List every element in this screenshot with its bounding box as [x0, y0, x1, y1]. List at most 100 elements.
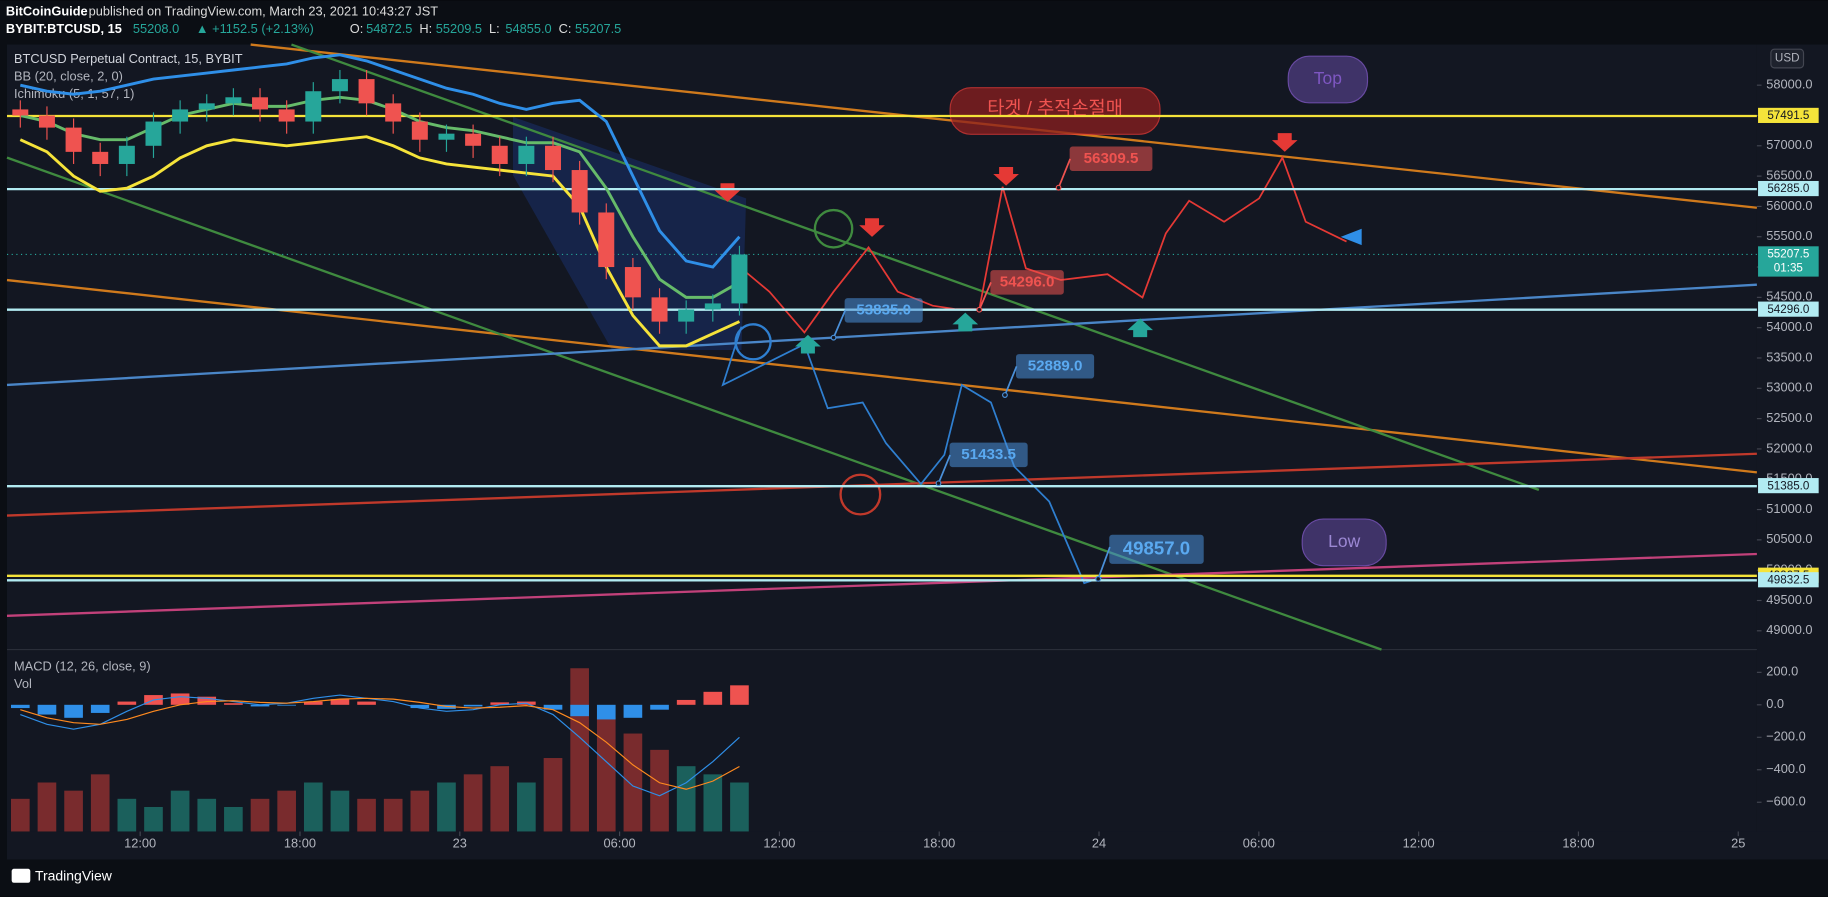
y-tick-label: −400.0	[1766, 761, 1806, 776]
volume-bar	[543, 758, 563, 832]
currency: USD	[1775, 52, 1800, 65]
icon	[813, 208, 854, 249]
macd-histogram	[357, 701, 376, 705]
candle-body	[252, 97, 269, 110]
price-label: 49832.5	[1767, 573, 1809, 586]
symbol: BYBIT:BTCUSD, 15	[6, 21, 122, 36]
price-label: 51385.0	[1767, 479, 1810, 492]
volume-bar	[410, 790, 430, 832]
volume-bar	[490, 766, 510, 832]
macd-histogram	[10, 704, 30, 709]
callout-point	[830, 334, 837, 341]
ohlc-label: C:	[559, 21, 572, 36]
callout-pointer	[937, 454, 951, 484]
y-tick-label: 56500.0	[1766, 167, 1812, 182]
price-label: 55207.5	[1767, 248, 1809, 261]
candle-body	[145, 121, 162, 146]
ohlc-label: L:	[489, 21, 500, 36]
indicator-line	[19, 95, 741, 299]
countdown: 01:35	[1774, 262, 1803, 275]
chart-title: BTCUSD Perpetual Contract, 15, BYBIT	[14, 51, 243, 66]
price: 55208.0	[133, 21, 179, 36]
candle-body	[92, 151, 109, 164]
volume-bar	[596, 717, 616, 832]
candle-body	[118, 145, 135, 164]
callout-box	[1109, 534, 1204, 564]
publisher: BitCoinGuide	[6, 3, 88, 18]
candle-body	[411, 121, 428, 140]
y-tick-label: 52500.0	[1766, 410, 1812, 425]
logo	[11, 868, 31, 883]
candle-body	[65, 127, 82, 152]
macd-histogram	[330, 699, 350, 705]
volume-bar	[463, 774, 483, 832]
arrows	[714, 133, 1362, 354]
y-tick-label: 56000.0	[1766, 198, 1812, 213]
ohlc-value: 54855.0	[505, 21, 551, 36]
ohlc-value: 55207.5	[575, 21, 621, 36]
candle-body	[225, 97, 242, 104]
trendline	[6, 283, 1757, 387]
trendline	[6, 278, 1758, 474]
callout-box	[844, 298, 923, 323]
callout-label: 52889.0	[1028, 357, 1083, 374]
volume-bar	[10, 798, 30, 832]
change: ▲ +1152.5 (+2.13%)	[196, 21, 314, 36]
macd-histogram	[170, 693, 190, 705]
macd-histogram	[623, 704, 643, 718]
callout-point	[976, 306, 983, 313]
y-tick-label: 0.0	[1766, 696, 1784, 711]
macd-line	[20, 694, 740, 797]
callout-pointer	[832, 310, 847, 339]
macd-histogram	[303, 701, 323, 705]
candle-body	[198, 103, 215, 110]
icon	[734, 323, 772, 361]
price-label-box	[1758, 478, 1819, 494]
callout-box	[990, 270, 1064, 295]
candle-body	[624, 267, 641, 298]
callout-pointer	[1057, 158, 1072, 188]
callout-label: 51433.5	[961, 446, 1016, 463]
callout-point	[1055, 184, 1062, 191]
volume-bar	[703, 774, 723, 832]
macd-histogram	[570, 704, 589, 717]
macd-histogram	[650, 704, 669, 710]
candle-body	[571, 170, 588, 213]
trendline	[6, 452, 1757, 517]
macd-histogram	[703, 691, 723, 705]
price-label-box	[1758, 572, 1819, 588]
macd-histogram	[543, 704, 563, 710]
arrow	[1127, 318, 1153, 338]
y-tick-label: 53500.0	[1766, 349, 1812, 364]
macd-histogram	[197, 696, 217, 705]
candle-body	[358, 79, 375, 104]
y-tick-label: 50500.0	[1766, 531, 1812, 546]
volume-bar	[650, 749, 669, 832]
published: published on TradingView.com, March 23, …	[89, 3, 439, 18]
volume-bar	[224, 806, 243, 832]
time-axis	[6, 831, 1828, 860]
x-tick-label: 06:00	[604, 836, 636, 851]
arrow	[795, 334, 821, 354]
trendline	[6, 156, 1382, 651]
y-tick-label: 53000.0	[1766, 380, 1812, 395]
ohlc-label: O:	[350, 21, 364, 36]
y-tick-label: −600.0	[1766, 794, 1806, 809]
x-tick-label: 18:00	[284, 836, 316, 851]
candle-body	[598, 212, 615, 268]
callout-pointer	[1097, 546, 1111, 580]
volume-bar	[64, 790, 83, 832]
note-bubble	[1287, 55, 1369, 104]
candle-body	[731, 254, 748, 304]
macd-histogram	[250, 704, 270, 707]
indicator-line	[19, 53, 741, 269]
currency-button[interactable]	[1770, 48, 1805, 69]
callout-box	[1016, 354, 1095, 379]
header: BitCoinGuide published on TradingView.co…	[6, 3, 621, 35]
macd-histogram	[410, 704, 430, 709]
candle-body	[172, 109, 189, 122]
price-label-box	[1758, 301, 1819, 317]
callout-pointer	[1004, 365, 1018, 396]
volume-bar	[277, 790, 296, 832]
